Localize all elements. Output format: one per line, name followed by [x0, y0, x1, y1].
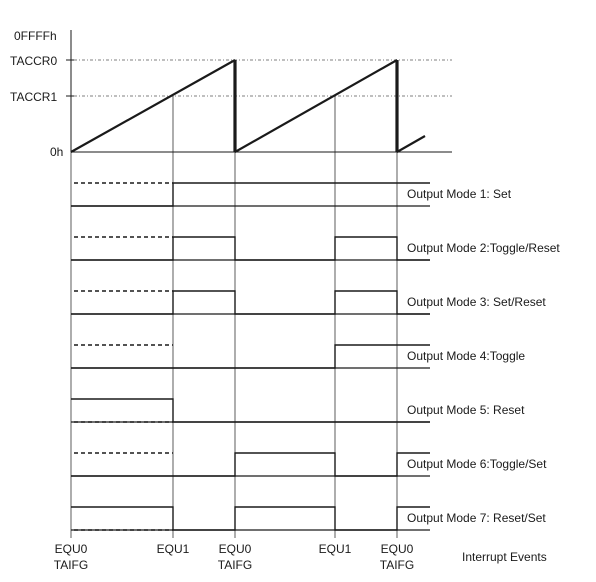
- mode-7-label: Output Mode 7: Reset/Set: [407, 511, 546, 525]
- waveform-mode-3: [71, 290, 430, 315]
- waveform-mode-3-signal: [71, 290, 430, 315]
- event-4-name: EQU1: [319, 542, 352, 556]
- event-2-name: EQU1: [157, 542, 190, 556]
- waveform-mode-4: [71, 344, 430, 369]
- interrupt-events: EQU0 TAIFG EQU1 EQU0 TAIFG EQU1 EQU0 TAI…: [54, 542, 547, 572]
- event-1-name: EQU0: [55, 542, 88, 556]
- counter-plot: 0FFFFh TACCR0 TACCR1 0h: [10, 29, 452, 159]
- counter-ramp-1: [70, 59, 236, 153]
- waveform-mode-5: [71, 398, 430, 423]
- mode-2-label: Output Mode 2:Toggle/Reset: [407, 241, 560, 255]
- counter-ramp-2: [234, 59, 398, 153]
- label-0ffffh: 0FFFFh: [14, 29, 57, 43]
- guide-lines: [66, 59, 452, 538]
- waveform-mode-1-signal: [71, 182, 430, 207]
- label-taccr1: TACCR1: [10, 90, 57, 104]
- event-3-flag: TAIFG: [218, 558, 252, 572]
- label-taccr0: TACCR0: [10, 54, 57, 68]
- mode-4-label: Output Mode 4:Toggle: [407, 349, 525, 363]
- event-5-name: EQU0: [381, 542, 414, 556]
- event-1-flag: TAIFG: [54, 558, 88, 572]
- waveform-mode-6-signal: [71, 452, 430, 477]
- counter-ramp-3: [396, 135, 426, 153]
- interrupt-events-caption: Interrupt Events: [462, 550, 547, 564]
- mode-1-label: Output Mode 1: Set: [407, 187, 512, 201]
- output-waveforms: [71, 182, 430, 531]
- waveform-mode-1: [71, 182, 430, 207]
- mode-3-label: Output Mode 3: Set/Reset: [407, 295, 546, 309]
- waveform-mode-7: [71, 506, 430, 531]
- waveform-mode-5-signal: [71, 398, 430, 423]
- label-zero: 0h: [50, 145, 63, 159]
- waveform-mode-4-signal: [71, 344, 430, 369]
- waveform-mode-6: [71, 452, 430, 477]
- mode-6-label: Output Mode 6:Toggle/Set: [407, 457, 547, 471]
- mode-5-label: Output Mode 5: Reset: [407, 403, 525, 417]
- mode-labels: Output Mode 1: Set Output Mode 2:Toggle/…: [407, 187, 560, 525]
- waveform-mode-2: [71, 236, 430, 261]
- event-3-name: EQU0: [219, 542, 252, 556]
- event-5-flag: TAIFG: [380, 558, 414, 572]
- waveform-mode-7-signal: [71, 506, 430, 531]
- waveform-mode-2-signal: [71, 236, 430, 261]
